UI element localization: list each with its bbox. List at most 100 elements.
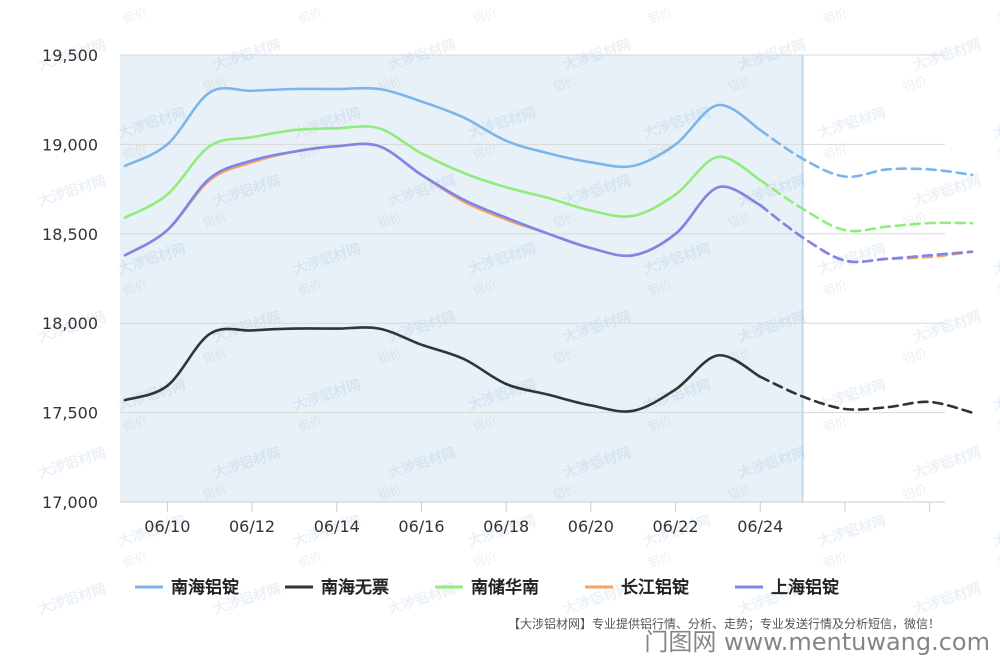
legend-item-1[interactable]: 南海无票 bbox=[285, 577, 389, 598]
svg-text:铝价: 铝价 bbox=[821, 413, 848, 435]
svg-text:铝价: 铝价 bbox=[551, 345, 578, 367]
svg-text:铝价: 铝价 bbox=[551, 73, 578, 95]
svg-text:铝价: 铝价 bbox=[996, 141, 1000, 163]
svg-text:大涉铝材网: 大涉铝材网 bbox=[911, 308, 983, 346]
legend-label: 南储华南 bbox=[471, 577, 539, 598]
x-tick-label: 06/14 bbox=[314, 517, 360, 536]
svg-text:大涉铝材网: 大涉铝材网 bbox=[36, 444, 108, 482]
svg-text:铝价: 铝价 bbox=[551, 209, 578, 231]
y-tick-label: 18,500 bbox=[42, 225, 98, 244]
svg-text:大涉铝材网: 大涉铝材网 bbox=[36, 580, 108, 618]
svg-text:铝价: 铝价 bbox=[376, 345, 403, 367]
series-forecast-line-4 bbox=[759, 203, 974, 264]
svg-text:铝价: 铝价 bbox=[471, 549, 498, 571]
svg-text:铝价: 铝价 bbox=[376, 481, 403, 503]
y-tick-label: 17,500 bbox=[42, 404, 98, 423]
svg-text:铝价: 铝价 bbox=[471, 413, 498, 435]
x-tick-label: 06/22 bbox=[652, 517, 698, 536]
site-watermark: 门图网 www.mentuwang.com bbox=[644, 628, 990, 656]
svg-text:铝价: 铝价 bbox=[551, 481, 578, 503]
svg-text:铝价: 铝价 bbox=[646, 413, 673, 435]
source-note: 【大涉铝材网】专业提供铝行情、分析、走势；专业发送行情及分析短信，微信！ bbox=[508, 616, 940, 631]
svg-text:铝价: 铝价 bbox=[901, 73, 928, 95]
series-line-0 bbox=[123, 86, 762, 169]
svg-text:铝价: 铝价 bbox=[726, 481, 753, 503]
svg-text:铝价: 铝价 bbox=[996, 413, 1000, 435]
svg-text:铝价: 铝价 bbox=[901, 209, 928, 231]
y-tick-label: 18,000 bbox=[42, 314, 98, 333]
x-tick-label: 06/12 bbox=[229, 517, 275, 536]
svg-text:铝价: 铝价 bbox=[996, 549, 1000, 571]
svg-text:铝价: 铝价 bbox=[201, 345, 228, 367]
series-forecast-line-2 bbox=[759, 178, 974, 233]
svg-text:铝价: 铝价 bbox=[201, 481, 228, 503]
x-tick-label: 06/24 bbox=[737, 517, 783, 536]
legend-item-4[interactable]: 上海铝锭 bbox=[735, 577, 839, 598]
legend-item-0[interactable]: 南海铝锭 bbox=[135, 577, 239, 598]
svg-text:铝价: 铝价 bbox=[121, 413, 148, 435]
legend-item-2[interactable]: 南储华南 bbox=[435, 577, 539, 598]
legend-item-3[interactable]: 长江铝锭 bbox=[585, 577, 689, 598]
svg-text:铝价: 铝价 bbox=[821, 277, 848, 299]
svg-text:大涉铝材网: 大涉铝材网 bbox=[991, 104, 1000, 142]
svg-text:大涉铝材网: 大涉铝材网 bbox=[911, 444, 983, 482]
svg-text:铝价: 铝价 bbox=[996, 5, 1000, 27]
svg-text:大涉铝材网: 大涉铝材网 bbox=[816, 512, 888, 550]
x-tick-label: 06/16 bbox=[398, 517, 444, 536]
svg-text:铝价: 铝价 bbox=[296, 277, 323, 299]
series-line-2 bbox=[123, 125, 762, 219]
legend-label: 南海铝锭 bbox=[171, 577, 239, 598]
series-line-4 bbox=[123, 142, 762, 258]
x-tick-label: 06/10 bbox=[144, 517, 190, 536]
svg-text:铝价: 铝价 bbox=[646, 277, 673, 299]
series-forecast-line-0 bbox=[759, 128, 974, 179]
svg-text:铝价: 铝价 bbox=[471, 5, 498, 27]
svg-text:大涉铝材网: 大涉铝材网 bbox=[911, 172, 983, 210]
svg-text:铝价: 铝价 bbox=[646, 549, 673, 571]
svg-text:大涉铝材网: 大涉铝材网 bbox=[911, 580, 983, 618]
svg-text:铝价: 铝价 bbox=[996, 277, 1000, 299]
svg-text:铝价: 铝价 bbox=[376, 209, 403, 231]
svg-text:铝价: 铝价 bbox=[471, 277, 498, 299]
svg-text:铝价: 铝价 bbox=[296, 549, 323, 571]
x-tick-label: 06/18 bbox=[483, 517, 529, 536]
svg-text:大涉铝材网: 大涉铝材网 bbox=[991, 512, 1000, 550]
svg-text:铝价: 铝价 bbox=[471, 141, 498, 163]
svg-text:铝价: 铝价 bbox=[726, 209, 753, 231]
x-tick-label: 06/20 bbox=[568, 517, 614, 536]
legend-label: 上海铝锭 bbox=[771, 577, 839, 598]
svg-text:铝价: 铝价 bbox=[646, 141, 673, 163]
svg-text:铝价: 铝价 bbox=[821, 549, 848, 571]
svg-text:铝价: 铝价 bbox=[821, 5, 848, 27]
series-0 bbox=[123, 86, 974, 179]
svg-text:铝价: 铝价 bbox=[121, 141, 148, 163]
series-4 bbox=[123, 142, 974, 264]
svg-text:铝价: 铝价 bbox=[121, 549, 148, 571]
svg-text:大涉铝材网: 大涉铝材网 bbox=[991, 376, 1000, 414]
svg-text:铝价: 铝价 bbox=[726, 345, 753, 367]
svg-text:铝价: 铝价 bbox=[726, 73, 753, 95]
svg-text:大涉铝材网: 大涉铝材网 bbox=[991, 240, 1000, 278]
series-forecast-line-1 bbox=[759, 375, 974, 414]
svg-text:铝价: 铝价 bbox=[901, 481, 928, 503]
legend-label: 南海无票 bbox=[321, 577, 389, 598]
series-2 bbox=[123, 125, 974, 233]
svg-text:铝价: 铝价 bbox=[821, 141, 848, 163]
y-tick-label: 19,000 bbox=[42, 135, 98, 154]
